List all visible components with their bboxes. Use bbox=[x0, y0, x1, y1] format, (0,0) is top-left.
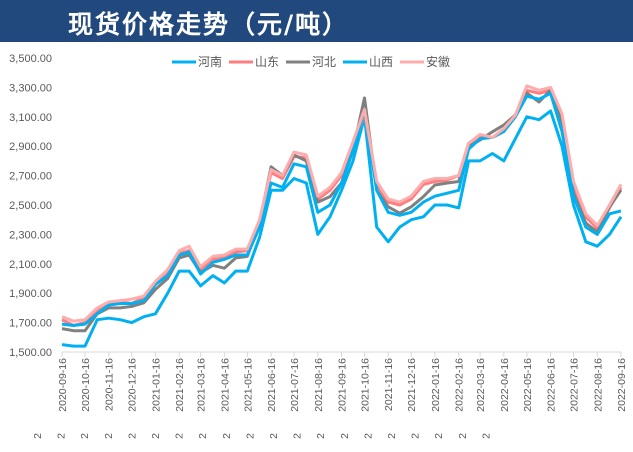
x-tick-label: 2020-11-16 bbox=[104, 358, 116, 411]
secondary-tick-label: 2 bbox=[268, 433, 280, 439]
y-tick-label: 2,100.00 bbox=[9, 259, 52, 271]
y-tick-label: 1,900.00 bbox=[9, 288, 52, 300]
x-tick-label: 2021-03-16 bbox=[196, 358, 208, 412]
y-tick-label: 2,300.00 bbox=[9, 229, 52, 241]
secondary-tick-label: 2 bbox=[362, 433, 374, 439]
secondary-tick-label: 2 bbox=[480, 433, 492, 439]
series-line-1 bbox=[61, 109, 623, 348]
legend-label: 山东 bbox=[255, 55, 279, 69]
x-tick-label: 2022-08-16 bbox=[592, 358, 604, 412]
title-banner: 现货价格走势（元/吨） bbox=[0, 0, 633, 42]
legend-label: 山西 bbox=[369, 55, 393, 69]
secondary-tick-label: 2 bbox=[410, 433, 422, 439]
x-tick-label: 2022-02-16 bbox=[454, 358, 466, 412]
secondary-tick-label: 2 bbox=[433, 433, 445, 439]
series-lines bbox=[61, 84, 623, 348]
secondary-tick-label: 2 bbox=[150, 433, 162, 439]
x-tick-label: 2021-08-16 bbox=[313, 358, 325, 412]
y-axis: 1,500.00 1,700.00 1,900.00 2,100.00 2,300.00… bbox=[9, 53, 52, 359]
x-tick-label: 2021-06-16 bbox=[266, 358, 278, 412]
chart-title: 现货价格走势（元/吨） bbox=[68, 10, 350, 39]
x-tick-label: 2022-06-16 bbox=[546, 358, 558, 412]
series-line-5 bbox=[61, 84, 623, 323]
secondary-tick-label: 2 bbox=[315, 433, 327, 439]
secondary-tick-label: 2 bbox=[79, 433, 91, 439]
x-tick-label: 2022-05-16 bbox=[522, 358, 534, 412]
legend-label: 安徽 bbox=[426, 54, 450, 69]
secondary-tick-label: 2 bbox=[292, 433, 304, 439]
series-line-2 bbox=[61, 88, 623, 327]
secondary-tick-label: 2 bbox=[221, 433, 233, 439]
x-tick-label: 2021-11-16 bbox=[383, 358, 395, 411]
y-tick-label: 2,700.00 bbox=[9, 171, 52, 183]
series-line-4 bbox=[61, 91, 622, 327]
x-tick-label: 2020-10-16 bbox=[80, 358, 92, 412]
secondary-tick-label: 2 bbox=[56, 433, 68, 439]
x-tick-label: 2021-09-16 bbox=[337, 358, 349, 412]
y-tick-label: 3,500.00 bbox=[9, 53, 52, 65]
x-tick-label: 2021-12-16 bbox=[406, 358, 418, 412]
secondary-tick-label: 2 bbox=[457, 433, 469, 439]
legend-label: 河北 bbox=[312, 55, 336, 69]
secondary-tick-label: 2 bbox=[32, 433, 44, 439]
x-tick-label: 2022-04-16 bbox=[499, 358, 511, 412]
y-tick-label: 2,500.00 bbox=[9, 200, 52, 212]
legend-label: 河南 bbox=[198, 54, 222, 69]
secondary-tick-label: 2 bbox=[103, 433, 115, 439]
x-tick-label: 2021-10-16 bbox=[359, 358, 371, 412]
x-tick-label: 2020-09-16 bbox=[57, 358, 69, 412]
x-tick-label: 2022-01-16 bbox=[430, 358, 442, 412]
secondary-tick-label: 2 bbox=[197, 433, 209, 439]
legend: 河南 山东 河北 山西 安徽 bbox=[172, 54, 450, 69]
y-tick-label: 1,700.00 bbox=[9, 318, 52, 330]
x-tick-label: 2021-01-16 bbox=[150, 358, 162, 412]
x-tick-label: 2022-03-16 bbox=[475, 358, 487, 412]
x-axis: 2020-09-16 2020-10-16 2020-11-16 2020-12-16… bbox=[32, 351, 628, 439]
x-tick-label: 2021-04-16 bbox=[219, 358, 231, 412]
secondary-tick-label: 2 bbox=[386, 433, 398, 439]
x-tick-label: 2022-07-16 bbox=[569, 358, 581, 412]
secondary-tick-label: 2 bbox=[174, 433, 186, 439]
y-tick-label: 1,500.00 bbox=[9, 347, 52, 359]
y-tick-label: 3,300.00 bbox=[9, 82, 52, 94]
secondary-tick-label: 2 bbox=[126, 433, 138, 439]
x-tick-label: 2022-09-16 bbox=[616, 358, 628, 412]
y-tick-label: 3,100.00 bbox=[9, 112, 52, 124]
secondary-tick-label: 2 bbox=[339, 433, 351, 439]
x-tick-label: 2021-05-16 bbox=[242, 358, 254, 412]
x-tick-label: 2021-07-16 bbox=[289, 358, 301, 412]
secondary-tick-label: 2 bbox=[244, 433, 256, 439]
x-tick-label: 2021-02-16 bbox=[174, 358, 186, 412]
y-tick-label: 2,900.00 bbox=[9, 141, 52, 153]
x-tick-label: 2020-12-16 bbox=[127, 358, 139, 412]
